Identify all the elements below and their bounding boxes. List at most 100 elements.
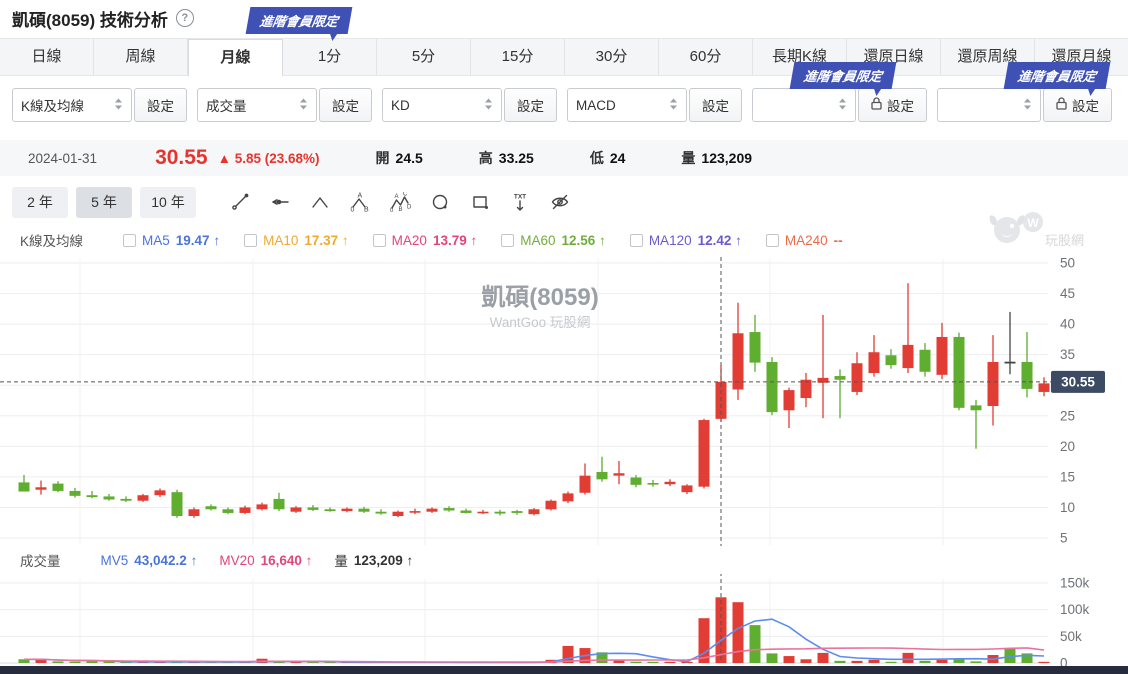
settings-button-2[interactable]: 設定 xyxy=(504,88,557,122)
ma-value: 17.37 ↑ xyxy=(304,232,349,248)
indicator-select-value: KD xyxy=(391,97,410,113)
text-note-tool[interactable]: TXT xyxy=(504,187,537,218)
price-volume-chart[interactable]: 凱碩(8059) WantGoo 玩股網 50 45 40 35 25 20 15 10 5 150k… xyxy=(0,255,1128,668)
mv20-line xyxy=(24,647,1045,663)
tab-item-9[interactable]: 還原日線 xyxy=(847,39,941,75)
candle xyxy=(1038,383,1050,392)
volume-bar xyxy=(596,652,608,663)
volume-bar xyxy=(647,661,659,663)
ma-checkbox-MA10[interactable] xyxy=(244,233,258,247)
indicator-select-2[interactable]: KD xyxy=(382,88,502,122)
indicator-group-0: K線及均線 設定 xyxy=(12,88,187,122)
candle xyxy=(987,362,999,406)
candle xyxy=(613,473,625,476)
mv-value: 43,042.2 ↑ xyxy=(134,552,198,568)
volume-bar xyxy=(69,661,81,663)
ma-legend-item-5: MA240 -- xyxy=(765,232,843,248)
volume-bar xyxy=(783,656,795,663)
candle xyxy=(358,508,370,512)
price-axis-label: 10 xyxy=(1060,500,1075,515)
horizontal-ray-tool[interactable] xyxy=(264,187,297,218)
ellipse-tool[interactable] xyxy=(424,187,457,218)
ma-value: 12.42 ↑ xyxy=(697,232,742,248)
settings-button-4[interactable]: 設定 xyxy=(858,88,927,122)
quote-field-label: 開 xyxy=(375,150,390,166)
candle xyxy=(103,496,115,500)
indicator-select-5[interactable] xyxy=(937,88,1041,122)
ma-checkbox-MA240[interactable] xyxy=(765,233,779,247)
mv-name: MV20 xyxy=(219,552,255,568)
select-caret xyxy=(838,97,847,114)
settings-button-3[interactable]: 設定 xyxy=(689,88,742,122)
volume-legend-item-1: MV20 16,640 ↑ xyxy=(219,550,312,570)
settings-button-0[interactable]: 設定 xyxy=(134,88,187,122)
settings-button-1[interactable]: 設定 xyxy=(319,88,372,122)
mv-name: MV5 xyxy=(100,552,129,568)
premium-badge: 進階會員限定 xyxy=(245,7,353,34)
premium-badge: 進階會員限定 xyxy=(789,62,897,89)
volume-legend-item-0: MV5 43,042.2 ↑ xyxy=(101,550,198,570)
tab-item-8[interactable]: 長期K線 xyxy=(753,39,847,75)
volume-bar xyxy=(698,618,710,663)
ma-name: MA240 xyxy=(784,232,828,248)
candle xyxy=(817,377,829,383)
quote-info-bar: 2024-01-31 30.55 ▲ 5.85 (23.68%) 開 24.5 高 3… xyxy=(0,140,1128,176)
candle xyxy=(902,344,914,369)
tab-item-7[interactable]: 60分 xyxy=(659,39,753,75)
tab-item-4[interactable]: 5分 xyxy=(377,39,471,75)
settings-button-label: 設定 xyxy=(517,99,544,114)
ma-checkbox-MA60[interactable] xyxy=(501,233,515,247)
select-caret-icon xyxy=(300,98,307,109)
range-button-2[interactable]: 10 年 xyxy=(140,186,196,218)
angle-line-tool[interactable] xyxy=(304,187,337,218)
candle xyxy=(579,475,591,493)
trend-line-tool[interactable] xyxy=(224,187,257,218)
volume-bar xyxy=(562,645,574,663)
lock-icon-wrap xyxy=(871,97,882,113)
indicator-select-0[interactable]: K線及均線 xyxy=(12,88,132,122)
ma-value: 19.47 ↑ xyxy=(175,232,221,248)
candle xyxy=(800,379,812,399)
ma-checkbox-MA120[interactable] xyxy=(629,233,643,247)
volume-bar xyxy=(970,661,982,663)
help-icon[interactable]: ? xyxy=(175,9,194,27)
quote-date: 2024-01-31 xyxy=(28,150,98,166)
tab-item-3[interactable]: 1分 xyxy=(283,39,377,75)
lock-icon-wrap xyxy=(1056,97,1067,113)
indicator-group-3: MACD 設定 xyxy=(567,88,742,122)
settings-button-label: 設定 xyxy=(332,99,359,114)
ma-checkbox-MA20[interactable] xyxy=(372,233,386,247)
tab-item-1[interactable]: 周線 xyxy=(94,39,188,75)
tab-item-6[interactable]: 30分 xyxy=(565,39,659,75)
volume-bar xyxy=(800,659,812,663)
tab-item-2[interactable]: 月線 xyxy=(188,39,283,77)
candle xyxy=(290,507,302,512)
ma-checkbox-MA5[interactable] xyxy=(123,233,137,247)
price-axis-label: 15 xyxy=(1060,469,1075,484)
svg-text:B: B xyxy=(364,206,369,213)
bottom-strip xyxy=(0,666,1128,674)
price-axis-label: 20 xyxy=(1060,439,1075,454)
ma-value: 13.79 ↑ xyxy=(432,232,478,248)
range-button-0[interactable]: 2 年 xyxy=(12,186,68,218)
tab-item-11[interactable]: 還原月線 xyxy=(1051,48,1112,65)
volume-bar xyxy=(52,661,64,663)
range-button-1[interactable]: 5 年 xyxy=(76,186,132,218)
volume-bar xyxy=(1021,653,1033,663)
indicator-select-3[interactable]: MACD xyxy=(567,88,687,122)
price-axis-label: 35 xyxy=(1060,347,1075,362)
tab-item-5[interactable]: 15分 xyxy=(471,39,565,75)
indicator-select-4[interactable] xyxy=(752,88,856,122)
settings-button-5[interactable]: 設定 xyxy=(1043,88,1112,122)
indicator-select-1[interactable]: 成交量 xyxy=(197,88,317,122)
tab-item-0[interactable]: 日線 xyxy=(0,39,94,75)
tab-item-10[interactable]: 還原周線 xyxy=(941,39,1035,75)
rectangle-tool[interactable] xyxy=(464,187,497,218)
text-note-icon: TXT xyxy=(514,193,526,211)
indicator-group-5: 設定 xyxy=(937,88,1112,122)
hide-drawings-tool[interactable] xyxy=(544,187,577,218)
quote-field-1: 高 33.25 xyxy=(479,148,534,168)
candle xyxy=(443,508,455,511)
